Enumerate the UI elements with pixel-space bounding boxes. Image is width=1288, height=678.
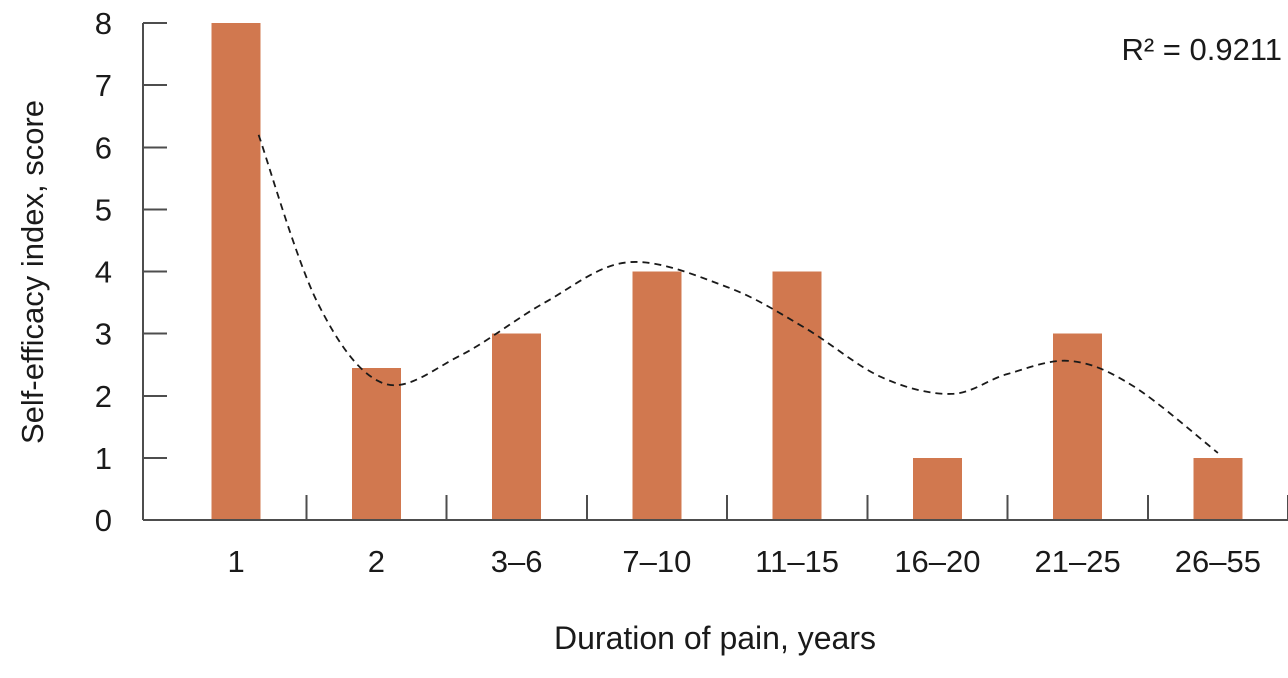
x-category-label-2: 2	[368, 544, 385, 579]
y-tick-label-6: 6	[95, 130, 112, 165]
bars-group	[211, 23, 1243, 520]
y-tick-label-4: 4	[95, 255, 112, 290]
y-tick-label-2: 2	[95, 379, 112, 414]
x-category-label-7–10: 7–10	[622, 544, 691, 579]
x-category-label-21–25: 21–25	[1034, 544, 1120, 579]
x-category-label-16–20: 16–20	[894, 544, 980, 579]
y-tick-label-7: 7	[95, 68, 112, 103]
bar-2	[351, 367, 401, 520]
trendline-group	[257, 134, 1219, 454]
axes-group	[142, 22, 1288, 521]
y-tick-label-0: 0	[95, 503, 112, 538]
bar-16–20	[912, 457, 962, 520]
bar-1	[211, 23, 261, 520]
bar-3–6	[492, 333, 542, 520]
y-tick-label-5: 5	[95, 192, 112, 227]
x-axis-title: Duration of pain, years	[554, 620, 876, 656]
bar-11–15	[772, 271, 822, 520]
y-tick-label-8: 8	[95, 6, 112, 41]
y-tick-label-1: 1	[95, 441, 112, 476]
r-squared-annotation: R² = 0.9211	[1121, 32, 1282, 67]
y-axis-title: Self-efficacy index, score	[15, 99, 50, 445]
tick-labels-group: 0 1 2 3 4 5 6 7 8 1 2 3–6 7–10 11–15 16–20 21–25 26–55	[95, 6, 1261, 579]
x-category-label-26–55: 26–55	[1175, 544, 1261, 579]
bar-26–55	[1193, 457, 1243, 520]
y-tick-label-3: 3	[95, 317, 112, 352]
x-category-label-1: 1	[227, 544, 244, 579]
bar-7–10	[632, 271, 682, 520]
bar-21–25	[1053, 333, 1103, 520]
polynomial-trendline	[257, 134, 1219, 454]
x-category-label-11–15: 11–15	[755, 544, 839, 579]
x-category-label-3–6: 3–6	[491, 544, 543, 579]
